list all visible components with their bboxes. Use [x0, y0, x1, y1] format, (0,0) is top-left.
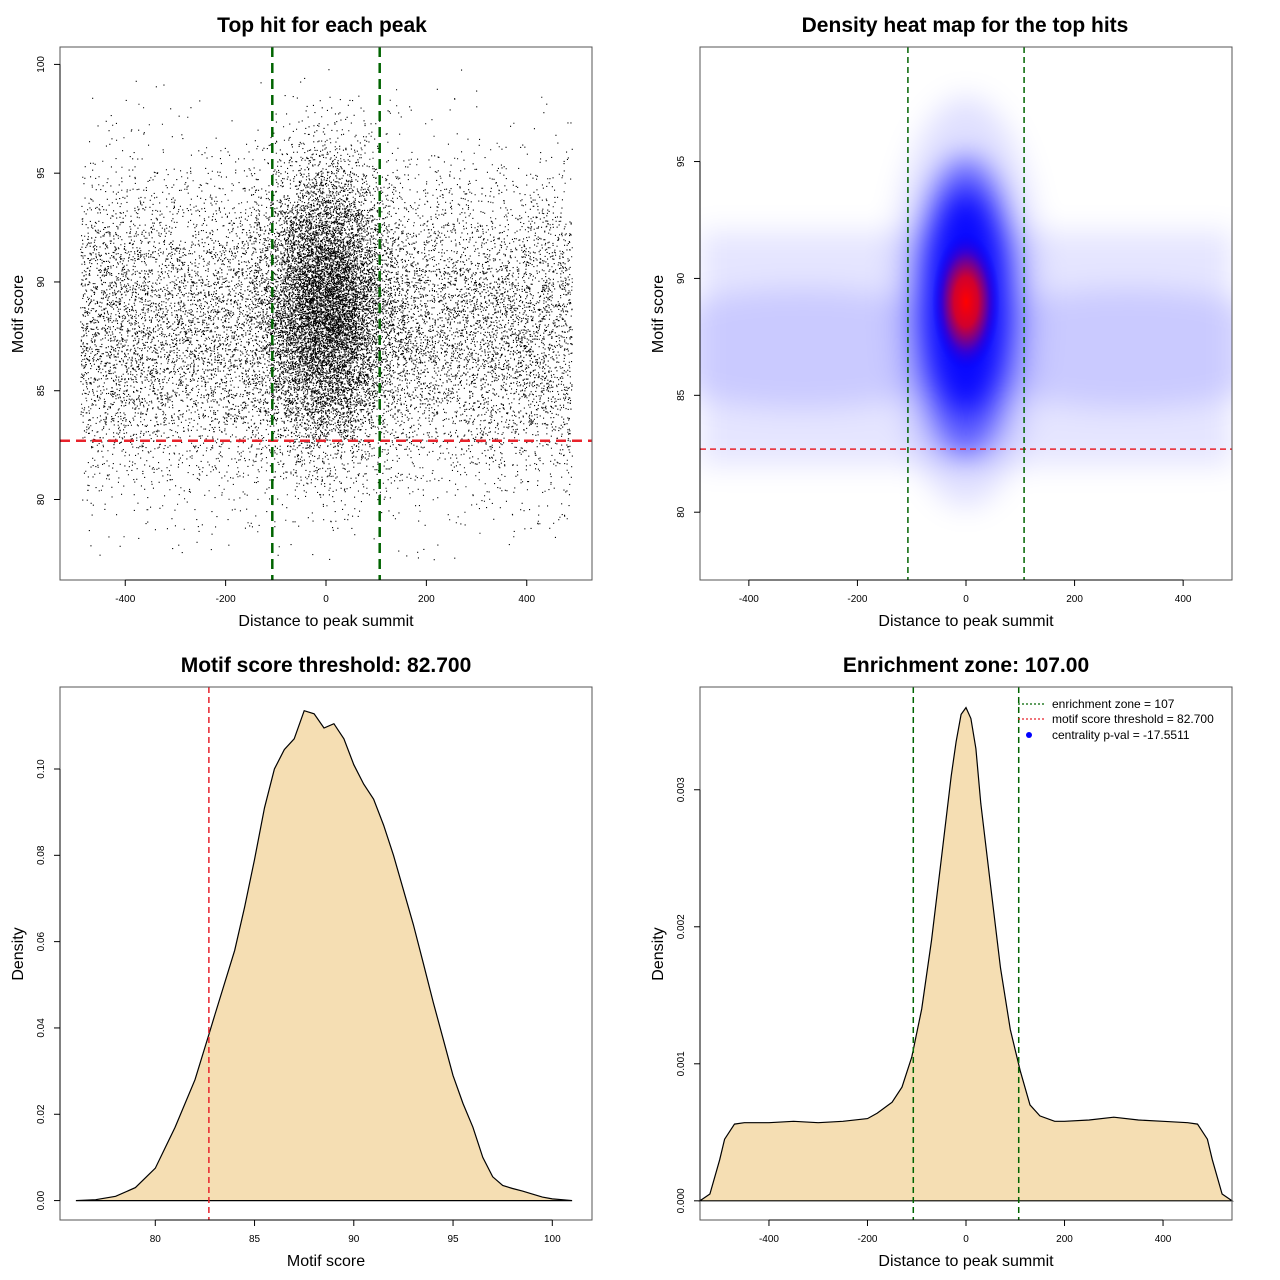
scatter-y-axis-label: Motif score: [10, 275, 27, 353]
scatter-y-tick-label: 90: [36, 276, 47, 288]
heatmap-y-tick-label: 80: [676, 506, 687, 518]
legend-zone-text: enrichment zone = 107: [1052, 697, 1175, 711]
distance-density-y-tick-label: 0.003: [676, 777, 687, 802]
legend-threshold-text: motif score threshold = 82.700: [1052, 712, 1214, 726]
heatmap-y-axis-label: Motif score: [650, 275, 667, 353]
score-density-title: Motif score threshold: 82.700: [181, 654, 472, 677]
distance-density-panel: Enrichment zone: 107.00 -400 -200 0 200 400 …: [650, 654, 1234, 1270]
heatmap-title: Density heat map for the top hits: [802, 14, 1129, 37]
scatter-point-cloud: [80, 69, 573, 561]
distance-density-y-axis-label: Density: [650, 927, 667, 980]
heatmap-y-tick-label: 90: [676, 272, 687, 284]
scatter-y-axis: 80 85 90 95 100: [36, 56, 61, 506]
heatmap-x-tick-label: 400: [1175, 594, 1192, 605]
scatter-y-tick-label: 80: [36, 494, 47, 506]
score-density-x-tick-label: 100: [544, 1234, 561, 1245]
scatter-title: Top hit for each peak: [217, 14, 427, 37]
heatmap-density-peak: [932, 231, 1000, 372]
scatter-x-tick-label: 400: [518, 594, 535, 605]
score-density-x-axis: 80 85 90 95 100: [150, 1219, 561, 1245]
heatmap-y-tick-label: 95: [676, 156, 687, 168]
score-density-panel: Motif score threshold: 82.700 80 85 90 95 10…: [10, 654, 593, 1270]
score-density-x-tick-label: 85: [249, 1234, 261, 1245]
distance-density-y-tick-label: 0.000: [676, 1188, 687, 1213]
score-density-y-axis: 0.00 0.02 0.04 0.06 0.08 0.10: [36, 759, 61, 1210]
distance-density-x-axis-label: Distance to peak summit: [878, 1253, 1054, 1270]
scatter-x-tick-label: -400: [115, 594, 135, 605]
distance-density-curve: [698, 706, 1234, 1202]
score-density-x-axis-label: Motif score: [287, 1253, 365, 1270]
distance-density-title: Enrichment zone: 107.00: [843, 654, 1089, 677]
score-density-y-axis-label: Density: [10, 927, 27, 980]
distance-density-y-axis: 0.000 0.001 0.002 0.003: [676, 777, 701, 1213]
score-density-y-tick-label: 0.04: [36, 1018, 47, 1038]
distance-density-y-tick-label: 0.001: [676, 1051, 687, 1076]
scatter-y-tick-label: 95: [36, 167, 47, 179]
heatmap-x-tick-label: 200: [1066, 594, 1083, 605]
score-density-x-tick-label: 95: [447, 1234, 459, 1245]
legend: enrichment zone = 107 motif score thresh…: [1018, 697, 1214, 742]
score-density-curve: [75, 709, 573, 1202]
score-density-y-tick-label: 0.08: [36, 845, 47, 865]
heatmap-panel: Density heat map for the top hits -400 -2…: [650, 14, 1233, 630]
scatter-x-tick-label: -200: [216, 594, 236, 605]
heatmap-x-axis-label: Distance to peak summit: [878, 613, 1054, 630]
scatter-x-tick-label: 200: [418, 594, 435, 605]
legend-centrality-text: centrality p-val = -17.5511: [1052, 728, 1190, 742]
legend-centrality-marker: [1026, 732, 1032, 738]
score-density-y-tick-label: 0.06: [36, 931, 47, 951]
scatter-y-tick-label: 85: [36, 385, 47, 397]
scatter-points: [80, 69, 573, 561]
heatmap-x-tick-label: 0: [963, 594, 969, 605]
heatmap-density: [700, 47, 1232, 580]
score-density-x-tick-label: 80: [150, 1234, 162, 1245]
distance-density-x-tick-label: -400: [759, 1234, 779, 1245]
heatmap-x-tick-label: -400: [739, 594, 759, 605]
distance-density-x-axis: -400 -200 0 200 400: [759, 1219, 1172, 1245]
distance-density-x-tick-label: -200: [857, 1234, 877, 1245]
distance-density-x-tick-label: 400: [1155, 1234, 1172, 1245]
score-density-x-tick-label: 90: [348, 1234, 360, 1245]
distance-density-x-tick-label: 200: [1056, 1234, 1073, 1245]
score-density-y-tick-label: 0.00: [36, 1190, 47, 1210]
scatter-panel: Top hit for each peak -400 -200 0 200 400 80…: [10, 14, 593, 630]
heatmap-x-tick-label: -200: [847, 594, 867, 605]
heatmap-y-tick-label: 85: [676, 389, 687, 401]
scatter-y-tick-label: 100: [36, 56, 47, 73]
scatter-x-axis-label: Distance to peak summit: [238, 613, 414, 630]
distance-density-y-tick-label: 0.002: [676, 914, 687, 939]
scatter-x-tick-label: 0: [323, 594, 329, 605]
score-density-y-tick-label: 0.10: [36, 759, 47, 779]
scatter-x-axis: -400 -200 0 200 400: [115, 579, 536, 605]
distance-density-x-tick-label: 0: [963, 1234, 969, 1245]
heatmap-x-axis: -400 -200 0 200 400: [739, 579, 1192, 605]
heatmap-y-axis: 80 85 90 95: [676, 156, 701, 518]
score-density-y-tick-label: 0.02: [36, 1104, 47, 1124]
scatter-plot-frame: [59, 46, 593, 581]
